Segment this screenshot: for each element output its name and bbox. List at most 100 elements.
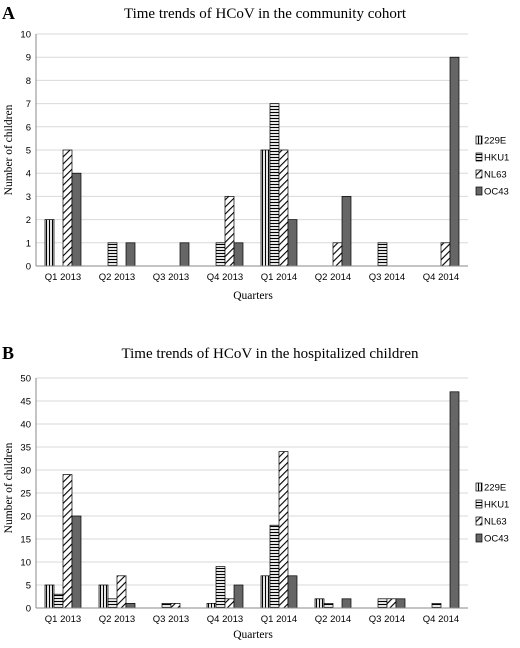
bars: [44, 56, 460, 267]
y-axis-label: Number of children: [3, 104, 15, 195]
bar-nl63: [170, 603, 181, 609]
bar-229e: [44, 219, 55, 267]
legend-label-229e: 229E: [484, 136, 506, 147]
axes: [35, 378, 468, 609]
bar-oc43: [233, 242, 244, 267]
legend-swatch-229e: [475, 135, 483, 145]
y-tick-label: 15: [20, 535, 31, 546]
x-tick-label: Q1 2014: [261, 272, 297, 283]
bar-229e: [260, 575, 271, 609]
y-tick-label: 8: [26, 76, 31, 87]
x-tick-label: Q1 2014: [261, 614, 297, 625]
x-tick-label: Q4 2014: [423, 614, 459, 625]
bar-hku1: [107, 598, 118, 609]
legend-label-oc43: OC43: [484, 534, 509, 545]
y-tick-label: 9: [26, 53, 31, 64]
y-tick-label: 40: [20, 420, 31, 431]
x-tick-label: Q2 2014: [315, 614, 351, 625]
bar-hku1: [215, 242, 226, 267]
bar-hku1: [161, 603, 172, 609]
chart-title: Time trends of HCoV in the community coh…: [124, 6, 407, 22]
x-tick-label: Q3 2013: [153, 272, 189, 283]
bar-nl63: [116, 575, 127, 609]
x-axis-label: Quarters: [233, 290, 273, 302]
x-tick-label: Q3 2014: [369, 272, 405, 283]
legend-label-hku1: HKU1: [484, 500, 509, 511]
y-tick-labels: 0 1 2 3 4 5 6 7 8 9 10: [20, 30, 31, 273]
bar-oc43: [125, 603, 136, 609]
bar-229e: [44, 584, 55, 609]
bar-hku1: [377, 242, 388, 267]
bar-oc43: [179, 242, 190, 267]
x-tick-label: Q2 2013: [99, 272, 135, 283]
bar-229e: [260, 149, 271, 267]
bar-oc43: [287, 575, 298, 609]
y-tick-label: 5: [26, 146, 31, 157]
bar-229e: [206, 603, 217, 609]
x-tick-label: Q4 2014: [423, 272, 459, 283]
legend-label-nl63: NL63: [484, 517, 507, 528]
x-tick-label: Q4 2013: [207, 272, 243, 283]
y-tick-label: 3: [26, 192, 31, 203]
x-tick-label: Q2 2014: [315, 272, 351, 283]
bar-oc43: [125, 242, 136, 267]
bar-hku1: [215, 566, 226, 609]
x-tick-label: Q1 2013: [45, 614, 81, 625]
legend-swatch-nl63: [475, 516, 483, 526]
bar-nl63: [278, 451, 289, 609]
bar-229e: [98, 584, 109, 609]
bar-nl63: [278, 149, 289, 267]
panel-letter: A: [2, 3, 15, 23]
y-tick-label: 2: [26, 215, 31, 226]
legend-label-nl63: NL63: [484, 170, 507, 181]
bar-nl63: [332, 242, 343, 267]
bar-oc43: [71, 172, 82, 267]
legend-swatch-oc43: [475, 186, 483, 196]
bar-nl63: [440, 242, 451, 267]
bar-oc43: [287, 219, 298, 267]
legend-swatch-hku1: [475, 499, 483, 509]
bar-oc43: [395, 598, 406, 609]
y-tick-label: 6: [26, 122, 31, 133]
axes: [35, 34, 468, 267]
y-tick-label: 20: [20, 512, 31, 523]
panel-letter: B: [2, 343, 14, 363]
legend-swatch-229e: [475, 482, 483, 492]
bar-229e: [314, 598, 325, 609]
bar-nl63: [62, 474, 73, 609]
chart-panel-b: B Time trends of HCoV in the hospitalize…: [2, 343, 509, 641]
y-tick-label: 7: [26, 99, 31, 110]
y-tick-label: 0: [26, 604, 31, 615]
x-tick-label: Q2 2013: [99, 614, 135, 625]
gridlines: [36, 33, 468, 267]
legend-label-oc43: OC43: [484, 187, 509, 198]
y-tick-label: 10: [20, 30, 31, 41]
legend-swatch-oc43: [475, 533, 483, 543]
bar-hku1: [323, 603, 334, 609]
chart-panel-a: A Time trends of HCoV in the community c…: [2, 3, 509, 302]
y-tick-label: 35: [20, 443, 31, 454]
y-tick-label: 25: [20, 489, 31, 500]
bars: [44, 391, 460, 609]
y-tick-label: 0: [26, 262, 31, 273]
bar-oc43: [449, 56, 460, 267]
legend: 229E HKU1 NL63 OC43: [475, 135, 509, 198]
chart-title: Time trends of HCoV in the hospitalized …: [121, 346, 419, 362]
bar-oc43: [341, 196, 352, 267]
y-tick-label: 4: [26, 169, 31, 180]
bar-hku1: [269, 524, 280, 609]
bar-nl63: [386, 598, 397, 609]
bar-nl63: [62, 149, 73, 267]
legend-swatch-hku1: [475, 152, 483, 162]
bar-nl63: [224, 196, 235, 267]
x-tick-label: Q3 2013: [153, 614, 189, 625]
bar-hku1: [53, 593, 64, 609]
y-tick-label: 1: [26, 238, 31, 249]
legend: 229E HKU1 NL63 OC43: [475, 482, 509, 545]
bar-hku1: [377, 598, 388, 609]
x-tick-labels: Q1 2013 Q2 2013 Q3 2013 Q4 2013 Q1 2014 Q2 20…: [45, 272, 459, 283]
bar-hku1: [431, 603, 442, 609]
x-tick-label: Q1 2013: [45, 272, 81, 283]
bar-oc43: [449, 391, 460, 609]
